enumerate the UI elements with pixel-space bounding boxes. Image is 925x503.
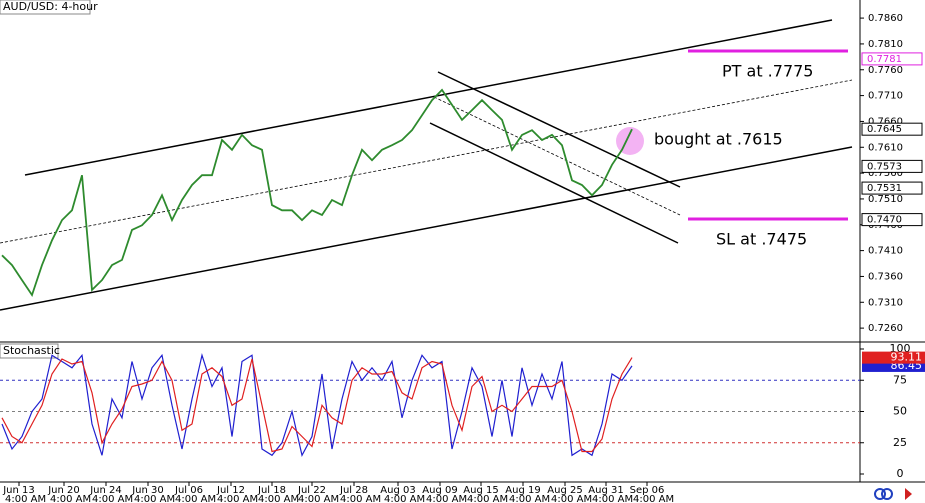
x-tick-label: Jul 18 (257, 485, 286, 496)
time-label: 4:00 AM (217, 494, 258, 503)
x-tick-label: Aug 15 (463, 485, 498, 496)
price-label: 0.7470 (867, 215, 902, 226)
chart-title: AUD/USD: 4-hour (3, 0, 98, 13)
mid-lines (0, 79, 853, 244)
time-label: 4:00 AM (426, 494, 467, 503)
link-icon[interactable] (874, 488, 886, 500)
time-label: 4:00 AM (340, 494, 381, 503)
x-tick-label: Jun 30 (131, 485, 164, 496)
time-label: 4:00 AM (633, 494, 674, 503)
price-label: 0.7531 (867, 183, 902, 194)
toolbar-icons[interactable] (874, 488, 912, 500)
y-tick-label: 75 (893, 373, 907, 386)
y-tick-label: 0.7410 (868, 246, 903, 257)
series-line (1, 357, 633, 453)
y-tick-label: 0.7660 (868, 116, 903, 127)
time-label: 4:00 AM (92, 494, 133, 503)
x-tick-label: Aug 25 (547, 485, 582, 496)
value-label: 93.11 (891, 351, 923, 364)
x-tick-label: Aug 31 (588, 485, 623, 496)
time-label: 4:00 AM (5, 494, 46, 503)
time-label: 4:00 AM (175, 494, 216, 503)
trend-lines (0, 19, 853, 311)
x-tick-label: Jun 20 (47, 485, 80, 496)
time-label: 4:00 AM (258, 494, 299, 503)
y-tick-label: 0.7560 (868, 168, 903, 179)
time-label: 4:00 AM (509, 494, 550, 503)
arrow-icon[interactable] (905, 488, 912, 500)
x-tick-label: Aug 19 (505, 485, 540, 496)
y-tick-label: 50 (893, 405, 907, 418)
y-tick-label: 0 (897, 467, 904, 480)
x-tick-label: Jun 24 (89, 485, 122, 496)
series-line (1, 88, 633, 298)
time-label: 4:00 AM (384, 494, 425, 503)
price-tag (861, 213, 923, 227)
price-tag (861, 159, 923, 173)
pane-title: Stochastic (3, 344, 60, 357)
link-icon[interactable] (881, 488, 893, 500)
y-tick-label: 0.7310 (868, 297, 903, 308)
time-label: 4:00 AM (50, 494, 91, 503)
annotation: PT at .7775 (722, 62, 813, 81)
y-tick-label: 0.7260 (868, 323, 903, 334)
y-tick-label: 0.7610 (868, 142, 903, 153)
price-label: 0.7645 (867, 124, 902, 135)
y-tick-label: 25 (893, 436, 907, 449)
x-tick-label: Jul 12 (216, 485, 245, 496)
y-tick-label: 0.7860 (868, 13, 903, 24)
price-tag (861, 181, 923, 195)
price-label: 0.7781 (867, 54, 902, 65)
x-tick-label: Jun 13 (2, 485, 35, 496)
x-tick-label: Aug 03 (380, 485, 415, 496)
value-tag (862, 351, 925, 364)
title-box (0, 343, 59, 359)
price-tag (861, 122, 923, 136)
x-tick-label: Jul 22 (297, 485, 326, 496)
y-tick-label: 0.7360 (868, 271, 903, 282)
annotation: bought at .7615 (654, 130, 783, 149)
series-line (1, 353, 633, 458)
time-label: 4:00 AM (551, 494, 592, 503)
title-box (0, 0, 91, 15)
y-tick-label: 0.7760 (868, 65, 903, 76)
y-tick-label: 0.7810 (868, 39, 903, 50)
price-label: 0.7573 (867, 161, 902, 172)
annotation: SL at .7475 (716, 230, 807, 249)
x-tick-label: Jul 06 (174, 485, 203, 496)
y-tick-label: 0.7710 (868, 91, 903, 102)
entry-marker (616, 127, 644, 155)
time-label: 4:00 AM (134, 494, 175, 503)
price-tag (861, 52, 923, 66)
x-tick-label: Aug 09 (422, 485, 457, 496)
y-tick-label: 0.7510 (868, 194, 903, 205)
x-tick-label: Sep 06 (630, 485, 665, 496)
time-label: 4:00 AM (298, 494, 339, 503)
time-label: 4:00 AM (467, 494, 508, 503)
x-tick-label: Jul 28 (339, 485, 368, 496)
time-label: 4:00 AM (592, 494, 633, 503)
